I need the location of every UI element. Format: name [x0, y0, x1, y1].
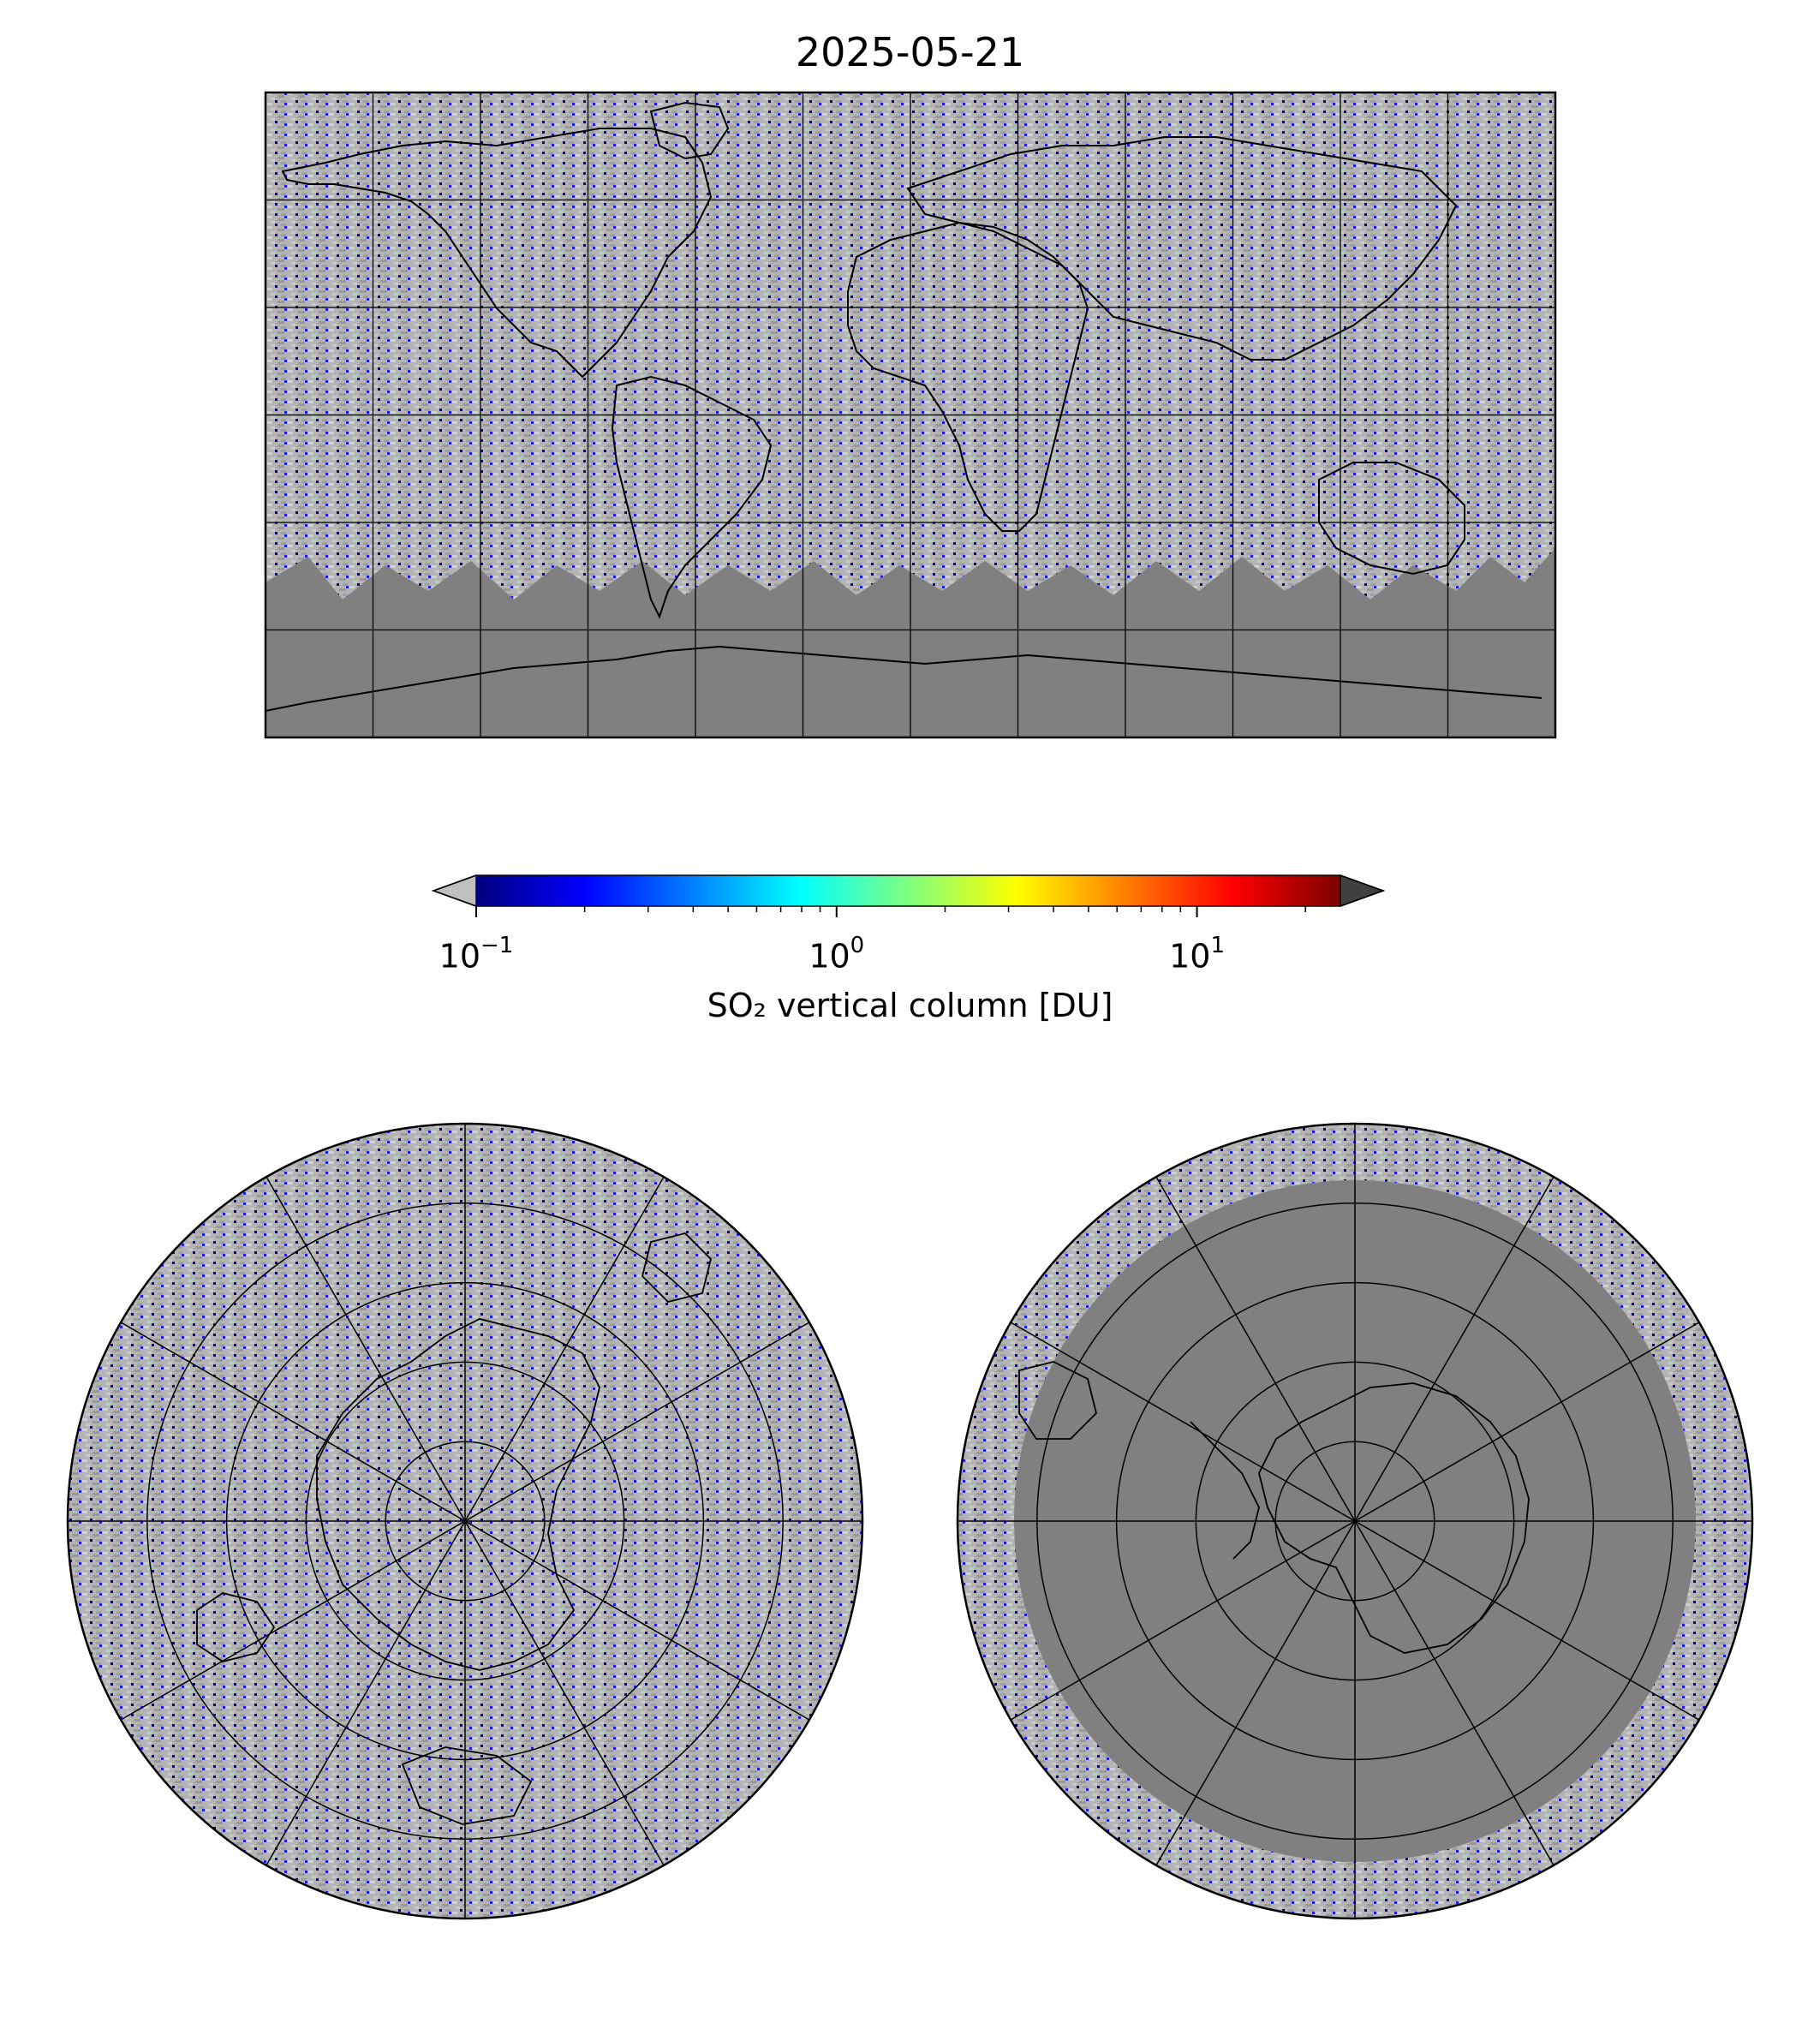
global-map	[264, 91, 1557, 739]
north-polar-map	[66, 1122, 864, 1920]
colorbar-gradient	[476, 875, 1340, 906]
north-polar-gridlines	[68, 1124, 862, 1919]
meridian-line	[266, 1176, 665, 1866]
north-polar-coastlines	[196, 1232, 712, 1825]
north-polar-frame	[66, 1122, 864, 1920]
meridian-line	[1155, 1176, 1554, 1866]
south-polar-so2-data	[958, 1124, 1752, 1919]
colorbar-extend-over	[1340, 874, 1386, 908]
south-polar-map	[956, 1122, 1754, 1920]
global-gridlines	[266, 92, 1555, 737]
colorbar-ticks	[475, 906, 1306, 917]
colorbar-extend-under	[431, 874, 477, 908]
global-map-frame	[264, 91, 1557, 739]
global-coastlines	[266, 101, 1543, 712]
colorbar-tick-label: 100	[809, 933, 865, 976]
south-polar-coastlines	[1018, 1361, 1530, 1654]
colorbar-tick-label: 101	[1169, 933, 1225, 976]
south-polar-frame	[956, 1122, 1754, 1920]
colorbar-tick-label: 10−1	[439, 933, 514, 976]
colorbar	[431, 874, 1386, 917]
south-polar-gridlines	[958, 1124, 1752, 1919]
colorbar-label: SO₂ vertical column [DU]	[707, 987, 1113, 1024]
figure-title: 2025-05-21	[795, 29, 1025, 75]
